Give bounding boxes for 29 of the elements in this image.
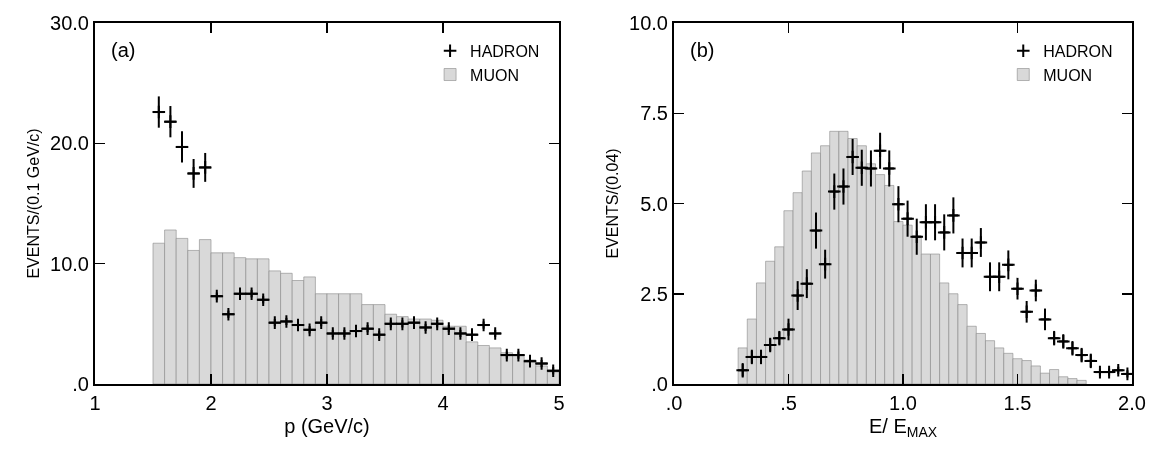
y-axis-title: EVENTS/(0.04) [604,148,622,259]
x-tick-label: 3 [321,392,333,414]
annotation: (a) [111,39,136,61]
legend-label: HADRON [470,42,540,60]
x-axis-title: p (GeV/c) [284,415,370,437]
y-tick-label: .0 [651,373,668,395]
x-axis-title: E/ E$_{MAX}$ [868,415,938,441]
x-tick-label: 5 [553,392,565,414]
x-tick-label: 1.5 [1003,392,1032,414]
x-tick-label: .0 [665,392,683,414]
x-tick-label: 2.0 [1118,392,1146,414]
y-tick-label: 5.0 [640,192,668,215]
x-tick-label: 1.0 [889,392,917,414]
y-tick-label: 10.0 [629,12,668,34]
y-axis-title: EVENTS/(0.1 GeV/c) [25,128,43,279]
annotation: (b) [690,39,715,61]
y-tick-label: 30.0 [50,12,89,34]
x-tick-label: 1 [89,392,101,414]
y-tick-label: 10.0 [50,252,89,275]
legend-label: HADRON [1043,42,1113,60]
y-tick-label: 7.5 [640,102,668,125]
x-tick-label: 2 [205,392,217,414]
x-tick-label: .5 [780,392,797,414]
legend-label: MUON [1043,66,1093,84]
y-tick-label: .0 [72,373,89,395]
y-tick-label: 2.5 [640,282,668,305]
x-tick-label: 4 [437,392,449,414]
y-tick-label: 20.0 [50,132,89,155]
legend-label: MUON [470,66,519,84]
